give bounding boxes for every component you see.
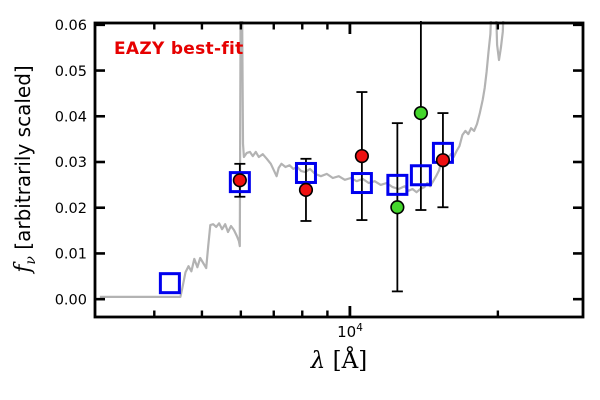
observed-photometry-marker — [298, 182, 314, 197]
spectrum-line — [99, 21, 505, 298]
x-axis-symbol: λ — [310, 348, 326, 374]
model-photometry-marker — [409, 164, 432, 187]
observed-photometry-marker — [232, 173, 247, 188]
plot-area — [99, 21, 505, 298]
model-photometry-marker — [158, 272, 181, 295]
y-tick-label: 0.02 — [55, 201, 87, 217]
observed-photometry-marker — [435, 153, 451, 168]
y-axis-symbol: f — [11, 264, 36, 273]
y-tick-label: 0.04 — [55, 109, 87, 125]
bestfit-annotation-text: EAZY best-fit — [114, 39, 244, 59]
y-axis-unit: [arbitrarily scaled] — [11, 65, 35, 257]
x-axis-label: λ [Å] — [311, 348, 367, 374]
model-photometry-marker — [386, 173, 409, 196]
model-photometry-marker — [294, 161, 317, 184]
y-tick-label: 0.05 — [55, 64, 87, 80]
flagged-photometry-marker — [413, 105, 428, 121]
x-axis-unit: [Å] — [325, 348, 368, 374]
axes-frame — [93, 21, 585, 319]
y-tick-label: 0.00 — [55, 292, 87, 308]
y-axis-subscript: ν — [23, 256, 39, 265]
model-photometry-marker — [228, 171, 251, 194]
y-tick-label: 0.03 — [55, 155, 87, 171]
observed-photometry-marker — [354, 148, 369, 164]
flagged-photometry-marker — [390, 200, 405, 215]
bestfit-annotation: EAZY best-fit — [114, 39, 244, 59]
x-tick-label: 104 — [337, 322, 363, 341]
model-photometry-marker — [350, 172, 373, 195]
x-tick-base: 10 — [337, 323, 357, 341]
y-tick-label: 0.06 — [55, 18, 87, 34]
x-tick-exponent: 4 — [356, 322, 363, 334]
y-tick-label: 0.01 — [55, 247, 87, 263]
y-axis-label: fν [arbitrarily scaled] — [11, 65, 39, 272]
